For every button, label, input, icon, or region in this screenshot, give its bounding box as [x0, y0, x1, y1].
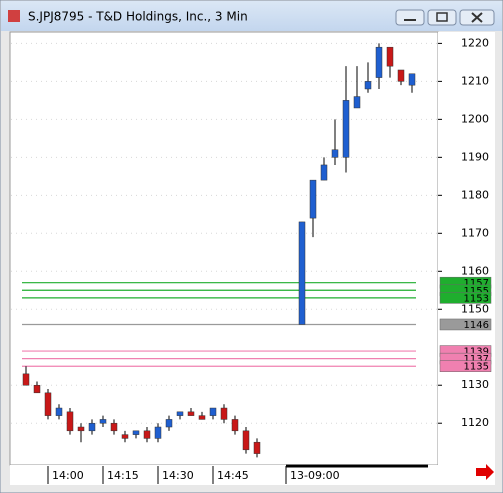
level-label: 1137 [464, 354, 489, 365]
candle-body [22, 373, 30, 386]
y-tick-label: 1160 [461, 264, 489, 277]
candle-body [143, 430, 151, 439]
y-tick-label: 1200 [461, 112, 489, 125]
app-icon [8, 10, 20, 22]
level-label: 1157 [464, 278, 489, 289]
x-tick-label: 14:45 [217, 469, 249, 482]
maximize-button[interactable] [427, 9, 457, 26]
candle-body [298, 221, 306, 325]
candle-body [342, 100, 350, 158]
window-title: S.JPJ8795 - T&D Holdings, Inc., 3 Min [28, 10, 248, 24]
minimize-button[interactable] [395, 9, 425, 26]
candle-body [33, 384, 41, 394]
x-tick-label: 14:00 [52, 469, 84, 482]
y-tick-label: 1180 [461, 188, 489, 201]
candle-body [198, 415, 206, 420]
y-tick-label: 1130 [461, 378, 489, 391]
x-tick-label: 13-09:00 [290, 469, 340, 482]
y-axis-area [438, 32, 495, 465]
level-label-box [439, 292, 492, 304]
candle-body [209, 407, 217, 416]
candle-body [154, 426, 162, 439]
candle-body [386, 46, 394, 67]
candle-body [187, 411, 195, 416]
candle-body [375, 46, 383, 78]
level-label: 1153 [464, 293, 489, 304]
candle-body [132, 430, 140, 435]
level-label: 1155 [464, 286, 489, 297]
candle-body [231, 419, 239, 432]
y-tick-label: 1210 [461, 74, 489, 87]
candle-body [77, 426, 85, 432]
level-label-box [439, 318, 492, 331]
level-label-box [439, 360, 492, 372]
level-label: 1146 [464, 320, 489, 331]
candle-body [331, 149, 339, 158]
y-tick-label: 1120 [461, 416, 489, 429]
candle-body [55, 407, 63, 416]
x-tick-label: 14:30 [162, 469, 194, 482]
x-tick-label: 14:15 [107, 469, 139, 482]
candle-body [353, 96, 361, 109]
candle-body [364, 81, 372, 90]
candle-body [44, 392, 52, 416]
candle-body [408, 73, 416, 86]
candle-body [242, 430, 250, 451]
level-label: 1135 [464, 362, 489, 373]
candle-body [110, 422, 118, 432]
plot-area [9, 31, 439, 466]
candle-body [121, 434, 129, 439]
level-label: 1139 [464, 347, 489, 358]
scroll-arrow[interactable] [476, 464, 494, 480]
candle-body [397, 69, 405, 82]
candle-body [165, 419, 173, 428]
y-tick-label: 1170 [461, 226, 489, 239]
candle-body [320, 164, 328, 181]
candle-body [99, 419, 107, 424]
candle-body [253, 441, 261, 454]
y-tick-label: 1150 [461, 302, 489, 315]
candle-body [309, 179, 317, 219]
candle-body [176, 411, 184, 416]
y-tick-label: 1220 [461, 36, 489, 49]
x-axis-area [10, 465, 495, 485]
candle-body [66, 411, 74, 432]
y-tick-label: 1190 [461, 150, 489, 163]
candle-body [220, 407, 228, 420]
candle-body [88, 422, 96, 432]
